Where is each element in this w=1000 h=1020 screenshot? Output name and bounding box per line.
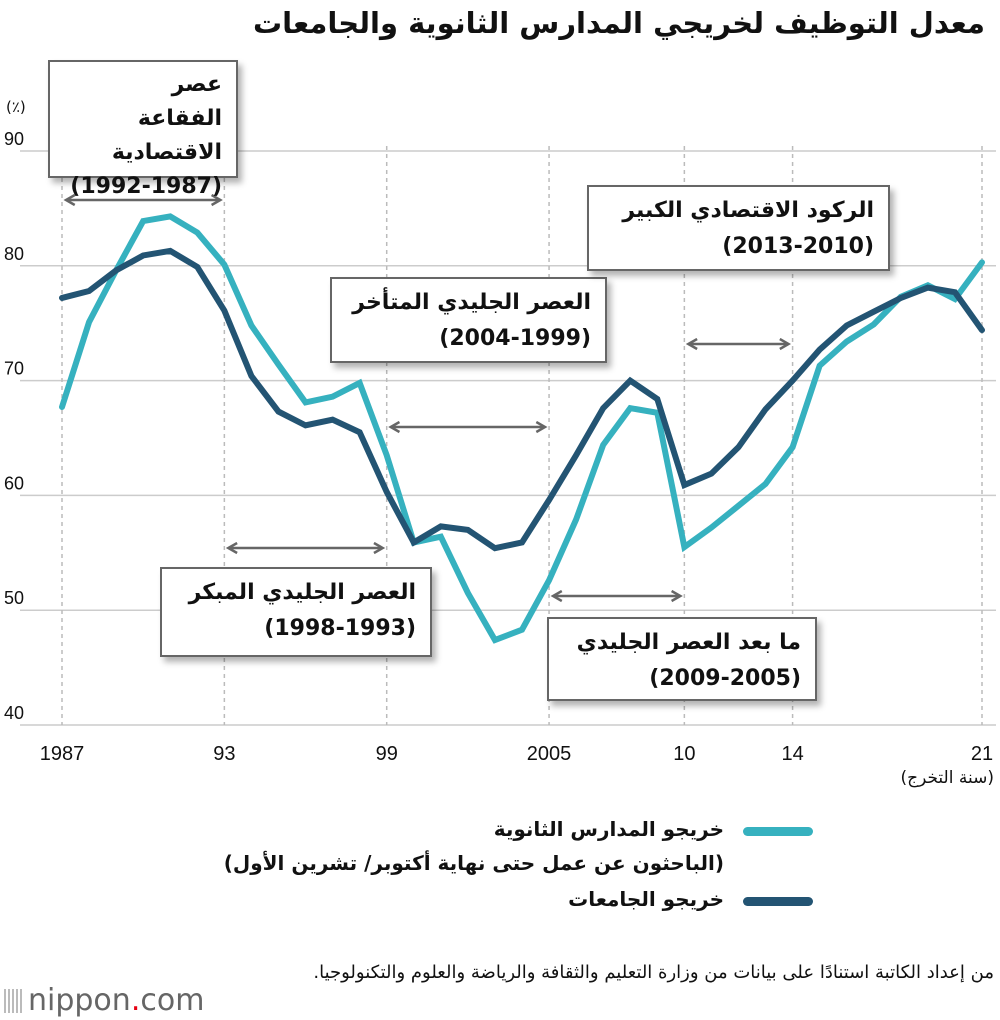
y-tick-label: 40 <box>4 703 24 723</box>
x-tick-label: 10 <box>673 743 695 765</box>
logo-dot: . <box>130 983 141 1018</box>
annotation-range: (2009-2005) <box>649 666 801 691</box>
annotation-range: (1998-1993) <box>264 616 416 641</box>
legend-high-school-note: (الباحثون عن عمل حتى نهاية أكتوبر/ تشرين… <box>223 851 724 875</box>
annotation-label: الركود الاقتصادي الكبير <box>622 198 874 223</box>
annotation-range: (1992-1987) <box>70 174 222 199</box>
legend-high-school: خريجو المدارس الثانوية <box>493 817 724 841</box>
annotation-label: العصر الجليدي المتأخر <box>352 290 591 315</box>
annotation-post-ice-age: ما بعد العصر الجليدي (2009-2005) <box>547 617 817 701</box>
x-tick-label: 14 <box>781 743 803 765</box>
legend-university: خريجو الجامعات <box>568 887 724 911</box>
annotation-label: ما بعد العصر الجليدي <box>576 630 801 655</box>
nippon-logo: nippon.com <box>4 983 204 1018</box>
annotation-great-recession: الركود الاقتصادي الكبير (2013-2010) <box>587 185 890 271</box>
annotation-label: العصر الجليدي المبكر <box>188 580 416 605</box>
source-note: من إعداد الكاتبة استنادًا على بيانات من … <box>313 962 994 983</box>
x-tick-label: 2005 <box>527 743 572 765</box>
logo-suffix: com <box>140 983 205 1018</box>
logo-mark-icon <box>4 989 22 1013</box>
y-tick-label: 60 <box>4 473 24 493</box>
annotation-early-ice-age: العصر الجليدي المبكر (1998-1993) <box>160 567 432 657</box>
y-tick-label: 90 <box>4 129 24 149</box>
y-tick-label: 50 <box>4 588 24 608</box>
annotation-range: (2013-2010) <box>722 234 874 259</box>
x-axis-unit: (سنة التخرج) <box>900 768 994 788</box>
annotation-label: عصر الفقاعة الاقتصادية <box>111 72 222 165</box>
chart-title: معدل التوظيف لخريجي المدارس الثانوية وال… <box>253 6 985 40</box>
legend-swatch-high-school <box>743 827 813 836</box>
annotation-late-ice-age: العصر الجليدي المتأخر (2004-1999) <box>330 277 607 363</box>
annotation-range: (2004-1999) <box>439 326 591 351</box>
x-tick-label: 99 <box>376 743 398 765</box>
y-tick-label: 70 <box>4 359 24 379</box>
y-axis-unit: (٪) <box>6 98 26 116</box>
x-tick-label: 21 <box>971 743 993 765</box>
y-tick-label: 80 <box>4 244 24 264</box>
logo-text: nippon <box>28 983 131 1018</box>
x-tick-label: 1987 <box>40 743 85 765</box>
annotation-bubble-era: عصر الفقاعة الاقتصادية (1992-1987) <box>48 60 238 199</box>
legend-swatch-university <box>743 897 813 906</box>
x-tick-label: 93 <box>213 743 235 765</box>
